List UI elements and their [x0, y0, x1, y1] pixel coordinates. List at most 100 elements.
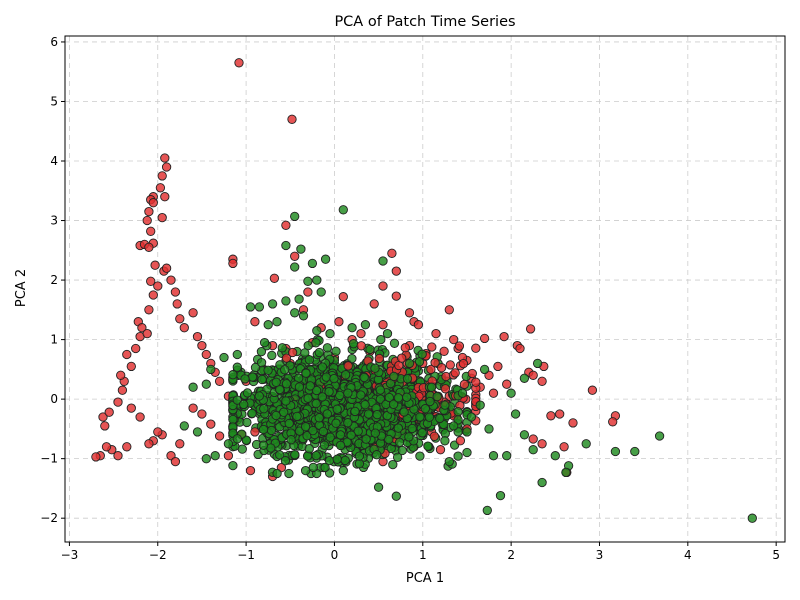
green-data-point — [420, 404, 430, 414]
y-tick-label: −2 — [40, 511, 58, 525]
green-data-point — [475, 400, 485, 410]
red-data-point — [356, 341, 366, 351]
green-data-point — [298, 311, 309, 321]
green-data-point — [391, 491, 401, 501]
red-data-point — [142, 215, 152, 226]
green-data-point — [240, 374, 250, 384]
green-data-point — [417, 428, 427, 438]
x-tick-label: −3 — [61, 548, 79, 562]
green-data-point — [384, 392, 394, 403]
red-data-point — [378, 281, 388, 291]
red-data-point — [449, 334, 459, 345]
red-data-point — [228, 258, 238, 269]
x-tick-label: −2 — [149, 548, 167, 562]
green-data-point — [179, 421, 189, 431]
green-data-point — [423, 441, 433, 451]
green-data-point — [210, 451, 220, 461]
red-data-point — [98, 412, 108, 422]
green-data-point — [332, 404, 342, 414]
red-data-point — [525, 324, 536, 334]
red-data-point — [192, 331, 203, 342]
green-data-point — [277, 343, 287, 353]
green-data-point — [272, 468, 282, 479]
green-data-point — [415, 451, 425, 461]
green-data-point — [303, 393, 313, 403]
green-data-point — [370, 363, 380, 373]
x-tick-label: −1 — [237, 548, 255, 562]
green-data-point — [350, 406, 360, 417]
green-data-point — [399, 407, 409, 417]
green-data-point — [506, 388, 516, 398]
red-data-point — [430, 357, 440, 368]
green-data-point — [250, 362, 261, 373]
grid-lines — [65, 36, 785, 542]
red-data-point — [234, 58, 244, 68]
red-data-point — [131, 343, 141, 354]
green-data-point — [188, 382, 198, 392]
green-data-point — [388, 399, 399, 409]
green-data-point — [267, 299, 278, 309]
green-data-point — [271, 377, 281, 387]
green-data-point — [296, 244, 306, 254]
green-data-point — [479, 364, 490, 375]
red-data-point — [436, 363, 447, 373]
red-data-point — [471, 343, 481, 353]
green-data-point — [331, 418, 341, 428]
x-axis-label: PCA 1 — [406, 571, 444, 586]
green-data-point — [348, 339, 359, 349]
green-data-point — [294, 294, 304, 304]
red-data-point — [479, 333, 490, 344]
red-data-point — [431, 328, 441, 339]
green-data-point — [290, 262, 300, 272]
green-data-point — [417, 349, 427, 359]
green-data-point — [360, 320, 371, 330]
green-data-point — [286, 435, 296, 445]
red-data-point — [546, 411, 556, 421]
red-data-point — [197, 409, 207, 419]
x-tick-label: 1 — [419, 548, 427, 562]
red-data-point — [122, 442, 132, 452]
red-data-point — [188, 403, 198, 413]
green-data-point — [361, 434, 371, 444]
green-data-point — [318, 426, 328, 437]
red-data-point — [214, 376, 225, 386]
data-points — [91, 58, 757, 523]
green-data-point — [232, 362, 242, 372]
green-data-point — [311, 398, 321, 409]
green-data-point — [280, 365, 290, 375]
green-data-point — [320, 462, 330, 473]
green-data-point — [424, 412, 435, 422]
red-data-point — [144, 242, 154, 252]
green-data-point — [308, 462, 318, 473]
green-data-point — [305, 381, 315, 391]
red-data-point — [387, 248, 397, 258]
green-data-point — [335, 440, 346, 451]
red-data-point — [471, 377, 481, 387]
red-data-point — [454, 341, 465, 351]
green-data-point — [338, 205, 348, 215]
y-axis-label: PCA 2 — [14, 269, 29, 307]
green-data-point — [275, 450, 285, 460]
green-data-point — [266, 425, 277, 436]
green-data-point — [232, 434, 242, 444]
green-data-point — [394, 437, 405, 447]
red-data-point — [338, 292, 348, 302]
red-data-point — [287, 114, 297, 124]
red-data-point — [528, 434, 538, 444]
red-data-point — [101, 442, 112, 452]
green-data-point — [206, 364, 216, 375]
red-data-point — [104, 407, 114, 417]
red-data-point — [161, 263, 172, 273]
red-data-point — [369, 299, 379, 309]
green-data-point — [242, 388, 253, 398]
red-data-point — [122, 349, 132, 360]
x-tick-label: 4 — [684, 548, 692, 562]
green-data-point — [281, 396, 291, 406]
green-data-point — [258, 440, 269, 450]
red-data-point — [250, 427, 260, 437]
red-data-point — [445, 360, 455, 370]
red-data-point — [440, 384, 451, 394]
green-data-point — [457, 388, 468, 398]
red-data-point — [303, 287, 313, 297]
red-data-point — [587, 385, 598, 395]
